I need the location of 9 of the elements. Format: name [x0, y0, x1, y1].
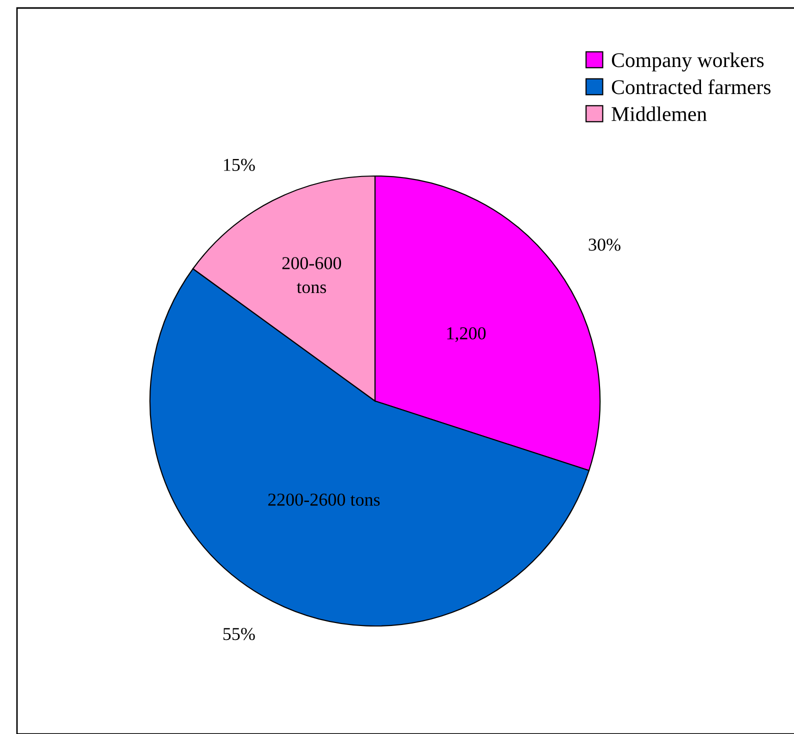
- text: 200-600 tons: [282, 257, 342, 294]
- text: 2200-2600 tons: [268, 494, 380, 506]
- data-label: 30%: [588, 238, 620, 251]
- legend-label: Contracted farmers: [612, 79, 771, 94]
- legend-label: Middlemen: [612, 106, 707, 122]
- legend-label: Company workers: [612, 52, 764, 72]
- text: 1,200: [447, 327, 486, 342]
- data-label: 55%: [223, 628, 255, 640]
- data-label: 15%: [224, 158, 255, 172]
